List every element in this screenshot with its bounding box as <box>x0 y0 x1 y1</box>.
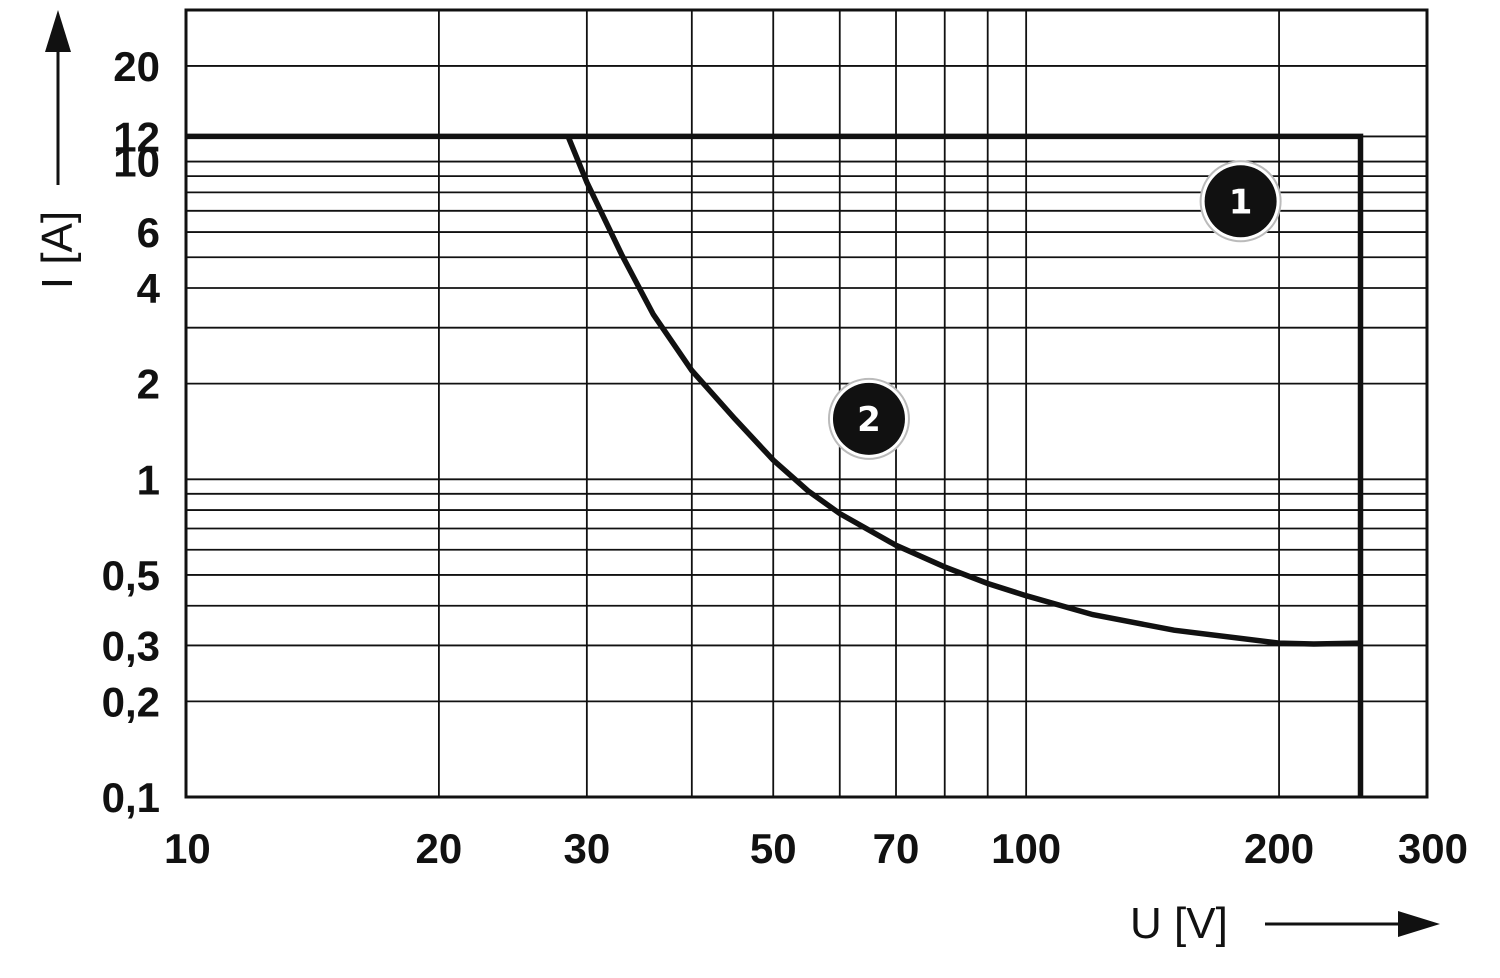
x-axis-ticks: 10 20 30 50 70 100 200 300 <box>164 825 1468 872</box>
y-tick-label: 4 <box>137 265 161 312</box>
series-1-line <box>186 133 1364 797</box>
series-2-line <box>565 135 1361 647</box>
y-tick-label: 0,3 <box>102 622 160 669</box>
x-tick-label: 100 <box>991 825 1061 872</box>
y-tick-label: 6 <box>137 209 160 256</box>
y-tick-label: 0,5 <box>102 552 160 599</box>
x-axis-arrow-head <box>1398 911 1440 937</box>
grid <box>186 10 1427 797</box>
series-1-marker <box>1204 165 1277 238</box>
x-tick-label: 30 <box>563 825 610 872</box>
y-axis-arrow-head <box>45 10 71 52</box>
y-tick-label: 20 <box>113 43 160 90</box>
x-tick-label: 70 <box>873 825 920 872</box>
y-axis-title: I [A] <box>33 211 82 289</box>
y-tick-label: 0,1 <box>102 774 160 821</box>
y-tick-label: 0,2 <box>102 678 160 725</box>
x-tick-label: 20 <box>416 825 463 872</box>
series-2-marker <box>832 382 905 455</box>
y-tick-label: 1 <box>137 456 160 503</box>
x-tick-label: 300 <box>1398 825 1468 872</box>
x-axis-title: U [V] <box>1130 899 1228 948</box>
series-group <box>186 133 1364 797</box>
x-tick-label: 50 <box>750 825 797 872</box>
y-tick-label: 2 <box>137 361 160 408</box>
y-tick-label: 10 <box>113 139 160 186</box>
x-tick-label: 10 <box>164 825 211 872</box>
series-2-marker-label: 2 <box>857 400 881 440</box>
plot-area-frame <box>184 8 1429 799</box>
y-tick-label: 12 <box>113 113 160 160</box>
series-1-marker-label: 1 <box>1229 182 1253 222</box>
series-markers: 12 <box>827 160 1282 460</box>
x-tick-label: 200 <box>1244 825 1314 872</box>
